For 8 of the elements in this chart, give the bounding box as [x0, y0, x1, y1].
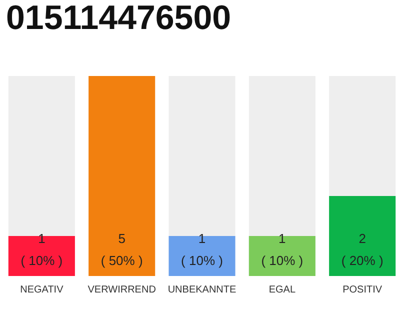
x-tick-label: UNBEKANNTE — [168, 284, 236, 296]
x-tick-label: POSITIV — [342, 284, 382, 296]
chart-title: 015114476500 — [6, 0, 232, 37]
data-label: 5 ( 50% ) — [100, 231, 143, 268]
data-label: 2 ( 20% ) — [341, 231, 384, 268]
x-tick-label: EGAL — [268, 284, 296, 296]
x-tick-label: VERWIRREND — [88, 284, 156, 296]
x-tick-label: NEGATIV — [20, 284, 64, 296]
